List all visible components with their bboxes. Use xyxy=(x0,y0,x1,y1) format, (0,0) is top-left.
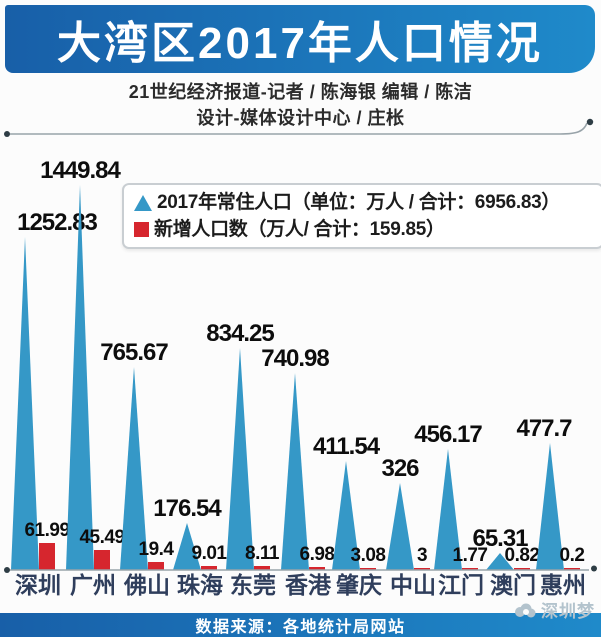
city-label: 江门 xyxy=(438,572,484,598)
population-triangle xyxy=(486,553,514,570)
population-value-label: 477.7 xyxy=(516,415,572,442)
population-value-label: 765.67 xyxy=(100,339,168,366)
city-label: 广州 xyxy=(70,572,116,598)
new-population-bar xyxy=(254,566,270,570)
population-triangle xyxy=(11,237,39,570)
population-triangle xyxy=(386,483,414,570)
population-triangle xyxy=(332,461,360,570)
city-label: 佛山 xyxy=(124,572,170,598)
new-population-value-label: 19.4 xyxy=(138,539,174,560)
credit-line-1: 21世纪经济报道-记者 / 陈海银 编辑 / 陈洁 xyxy=(128,82,473,102)
new-population-bar xyxy=(360,568,376,570)
population-value-label: 740.98 xyxy=(261,345,329,372)
population-value-label: 176.54 xyxy=(153,495,221,522)
city-label: 珠海 xyxy=(177,572,223,598)
new-population-value-label: 6.98 xyxy=(299,544,335,565)
city-label: 香港 xyxy=(285,572,331,598)
population-triangle xyxy=(536,443,564,570)
watermark-text: 深圳梦 xyxy=(541,602,595,621)
new-population-bar xyxy=(462,568,478,570)
chart-baseline xyxy=(4,565,597,573)
new-population-value-label: 1.77 xyxy=(452,545,488,566)
city-label: 东莞 xyxy=(230,572,276,598)
new-population-value-label: 61.99 xyxy=(24,520,70,541)
population-value-label: 326 xyxy=(381,455,419,482)
city-label: 中山 xyxy=(390,572,436,598)
city-label: 澳门 xyxy=(490,572,536,598)
source-text: 数据来源：各地统计局网站 xyxy=(195,619,406,636)
population-value-label: 1252.83 xyxy=(17,209,98,236)
new-population-bar xyxy=(94,550,110,570)
population-value-label: 65.31 xyxy=(472,525,528,552)
credit-line-2: 设计-媒体设计中心 / 庄枨 xyxy=(196,108,405,128)
population-triangle xyxy=(66,185,94,570)
population-value-label: 1449.84 xyxy=(40,157,121,184)
new-population-value-label: 8.11 xyxy=(245,543,279,564)
new-population-bar xyxy=(309,567,325,570)
new-population-value-label: 0.82 xyxy=(504,545,540,566)
legend-row-resident: 2017年常住人口（单位：万人 / 合计：6956.83） xyxy=(134,189,592,216)
city-label: 肇庆 xyxy=(336,572,382,598)
population-value-label: 411.54 xyxy=(312,433,380,460)
new-population-bar xyxy=(414,568,430,570)
new-population-value-label: 0.2 xyxy=(559,545,585,566)
population-triangle xyxy=(120,367,148,570)
new-population-value-label: 3.08 xyxy=(350,545,386,566)
city-label: 惠州 xyxy=(540,572,586,598)
population-value-label: 456.17 xyxy=(414,421,482,448)
legend-new-label: 新增人口数（万人/ 合计：159.85） xyxy=(154,219,445,240)
city-label: 深圳 xyxy=(15,572,61,598)
page-title: 大湾区2017年人口情况 xyxy=(57,19,543,68)
title-banner: 大湾区2017年人口情况 xyxy=(5,5,595,73)
new-population-bar xyxy=(39,543,55,570)
new-population-bar xyxy=(201,566,217,570)
square-legend-icon xyxy=(134,222,149,237)
population-triangle xyxy=(434,449,462,570)
source-banner: 数据来源：各地统计局网站 xyxy=(0,613,601,637)
cloud-logo-icon xyxy=(515,603,536,617)
population-triangle xyxy=(173,523,201,570)
new-population-value-label: 3 xyxy=(416,545,428,566)
legend: 2017年常住人口（单位：万人 / 合计：6956.83） 新增人口数（万人/ … xyxy=(122,183,601,249)
new-population-bar xyxy=(148,562,164,570)
new-population-value-label: 45.49 xyxy=(79,527,125,548)
population-triangle xyxy=(226,348,254,570)
population-value-label: 834.25 xyxy=(206,320,274,347)
population-triangle xyxy=(281,373,309,570)
watermark: 深圳梦 xyxy=(513,597,595,622)
legend-resident-label: 2017年常住人口（单位：万人 / 合计：6956.83） xyxy=(157,192,561,213)
triangle-legend-icon xyxy=(134,194,152,211)
new-population-bar xyxy=(514,568,530,570)
top-divider-line xyxy=(4,118,594,137)
new-population-bar xyxy=(564,568,580,570)
new-population-value-label: 9.01 xyxy=(191,543,227,564)
legend-row-new: 新增人口数（万人/ 合计：159.85） xyxy=(134,216,592,243)
